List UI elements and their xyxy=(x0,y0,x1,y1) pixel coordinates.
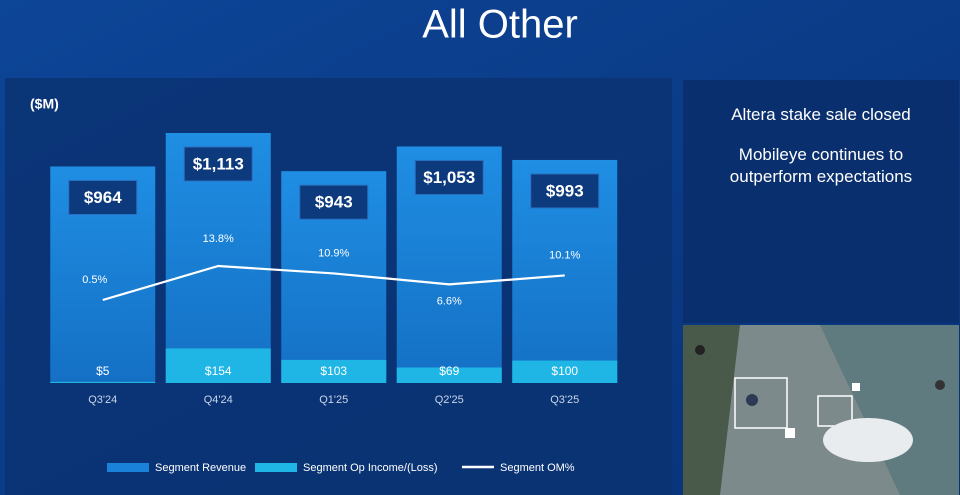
side-text: Altera stake sale closed Mobileye contin… xyxy=(683,80,959,323)
value-label: $100 xyxy=(551,364,578,378)
bullet: Mobileye continues to outperform expecta… xyxy=(729,145,913,186)
x-tick-label: Q4'24 xyxy=(204,394,233,406)
line-label: 13.8% xyxy=(203,233,234,245)
x-tick-label: Q1'25 xyxy=(319,394,348,406)
value-label: $69 xyxy=(439,364,459,378)
value-label: $993 xyxy=(546,181,584,200)
label-box xyxy=(299,184,369,220)
op-income-bar xyxy=(165,348,271,383)
line-label: 10.9% xyxy=(318,247,349,259)
value-label: $1,053 xyxy=(423,168,475,187)
line-label: 6.6% xyxy=(437,295,462,307)
value-label: $5 xyxy=(96,364,110,378)
label-box xyxy=(414,159,484,195)
line-label: 10.1% xyxy=(549,249,580,261)
op-income-bar xyxy=(50,381,156,383)
value-label: $103 xyxy=(320,364,347,378)
legend-label: Segment OM% xyxy=(500,462,575,474)
op-income-bar xyxy=(396,367,502,383)
bullet: Altera stake sale closed xyxy=(731,105,911,124)
om-line xyxy=(102,264,565,302)
side-panel xyxy=(683,80,959,323)
op-income-bar xyxy=(281,359,387,383)
value-label: $964 xyxy=(84,188,122,207)
street-photo xyxy=(683,325,959,495)
legend-label: Segment Revenue xyxy=(155,462,246,474)
label-box xyxy=(68,179,138,215)
label-box xyxy=(530,173,600,209)
legend-swatch xyxy=(107,463,149,472)
x-tick-label: Q2'25 xyxy=(435,394,464,406)
line-label: 0.5% xyxy=(82,274,107,286)
legend-swatch xyxy=(255,463,297,472)
slide-title: All Other xyxy=(422,3,578,47)
unit-label: ($M) xyxy=(30,96,59,112)
value-label: $943 xyxy=(315,193,353,212)
x-tick-label: Q3'25 xyxy=(550,394,579,406)
legend-label: Segment Op Income/(Loss) xyxy=(303,462,438,474)
value-label: $154 xyxy=(205,364,232,378)
value-label: $1,113 xyxy=(193,154,244,173)
x-tick-label: Q3'24 xyxy=(88,394,117,406)
label-box xyxy=(183,146,253,182)
op-income-bar xyxy=(512,360,618,383)
